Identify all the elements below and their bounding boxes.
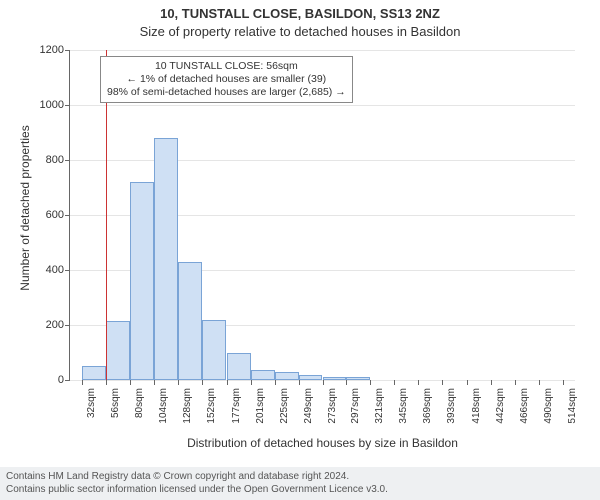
annotation-box: 10 TUNSTALL CLOSE: 56sqm← 1% of detached… [100,56,353,103]
x-tick-label: 369sqm [422,388,433,438]
x-tick-mark [370,380,371,385]
x-tick-mark [442,380,443,385]
x-tick-mark [491,380,492,385]
annotation-line: 98% of semi-detached houses are larger (… [107,86,346,99]
x-tick-mark [130,380,131,385]
histogram-bar [346,377,370,380]
x-tick-mark [346,380,347,385]
x-tick-label: 345sqm [398,388,409,438]
histogram-bar [299,375,323,381]
y-tick-label: 400 [4,264,64,276]
histogram-bar [202,320,226,381]
x-tick-label: 393sqm [446,388,457,438]
x-tick-label: 32sqm [86,388,97,438]
x-tick-label: 225sqm [279,388,290,438]
histogram-bar [275,372,299,380]
x-tick-mark [154,380,155,385]
histogram-bar [178,262,202,380]
histogram-bar [251,370,275,380]
x-tick-mark [227,380,228,385]
x-tick-mark [418,380,419,385]
chart-container: 10, TUNSTALL CLOSE, BASILDON, SS13 2NZ S… [0,0,600,500]
x-tick-label: 466sqm [519,388,530,438]
y-tick-label: 600 [4,209,64,221]
chart-title-line1: 10, TUNSTALL CLOSE, BASILDON, SS13 2NZ [0,6,600,21]
y-tick-label: 1000 [4,99,64,111]
x-tick-label: 201sqm [255,388,266,438]
x-tick-label: 321sqm [374,388,385,438]
gridline [70,105,575,106]
x-tick-label: 152sqm [206,388,217,438]
footer-attribution: Contains HM Land Registry data © Crown c… [0,467,600,500]
histogram-bar [130,182,154,380]
x-tick-mark [82,380,83,385]
x-tick-label: 249sqm [303,388,314,438]
annotation-line: ← 1% of detached houses are smaller (39) [107,73,346,86]
histogram-bar [82,366,106,380]
x-tick-mark [323,380,324,385]
x-tick-label: 80sqm [134,388,145,438]
footer-line1: Contains HM Land Registry data © Crown c… [6,471,594,484]
x-tick-label: 442sqm [495,388,506,438]
plot-area: 10 TUNSTALL CLOSE: 56sqm← 1% of detached… [70,50,575,380]
histogram-bar [323,377,347,380]
x-tick-mark [202,380,203,385]
x-tick-label: 418sqm [471,388,482,438]
gridline [70,160,575,161]
x-tick-mark [299,380,300,385]
x-tick-label: 128sqm [182,388,193,438]
histogram-bar [227,353,251,381]
x-tick-label: 297sqm [350,388,361,438]
x-tick-mark [178,380,179,385]
x-tick-mark [539,380,540,385]
x-tick-mark [563,380,564,385]
x-tick-mark [515,380,516,385]
x-tick-mark [394,380,395,385]
y-tick-label: 0 [4,374,64,386]
x-tick-label: 273sqm [327,388,338,438]
x-tick-mark [106,380,107,385]
chart-title-line2: Size of property relative to detached ho… [0,24,600,39]
x-tick-mark [467,380,468,385]
histogram-bar [154,138,178,380]
y-tick-label: 800 [4,154,64,166]
annotation-line: 10 TUNSTALL CLOSE: 56sqm [107,60,346,73]
x-tick-label: 177sqm [231,388,242,438]
x-tick-label: 56sqm [110,388,121,438]
x-tick-mark [275,380,276,385]
x-axis-label: Distribution of detached houses by size … [70,436,575,450]
y-tick-label: 1200 [4,44,64,56]
x-tick-mark [251,380,252,385]
footer-line2: Contains public sector information licen… [6,484,594,497]
y-tick-label: 200 [4,319,64,331]
x-tick-label: 514sqm [567,388,578,438]
x-tick-label: 490sqm [543,388,554,438]
gridline [70,50,575,51]
histogram-bar [106,321,130,380]
x-tick-label: 104sqm [158,388,169,438]
